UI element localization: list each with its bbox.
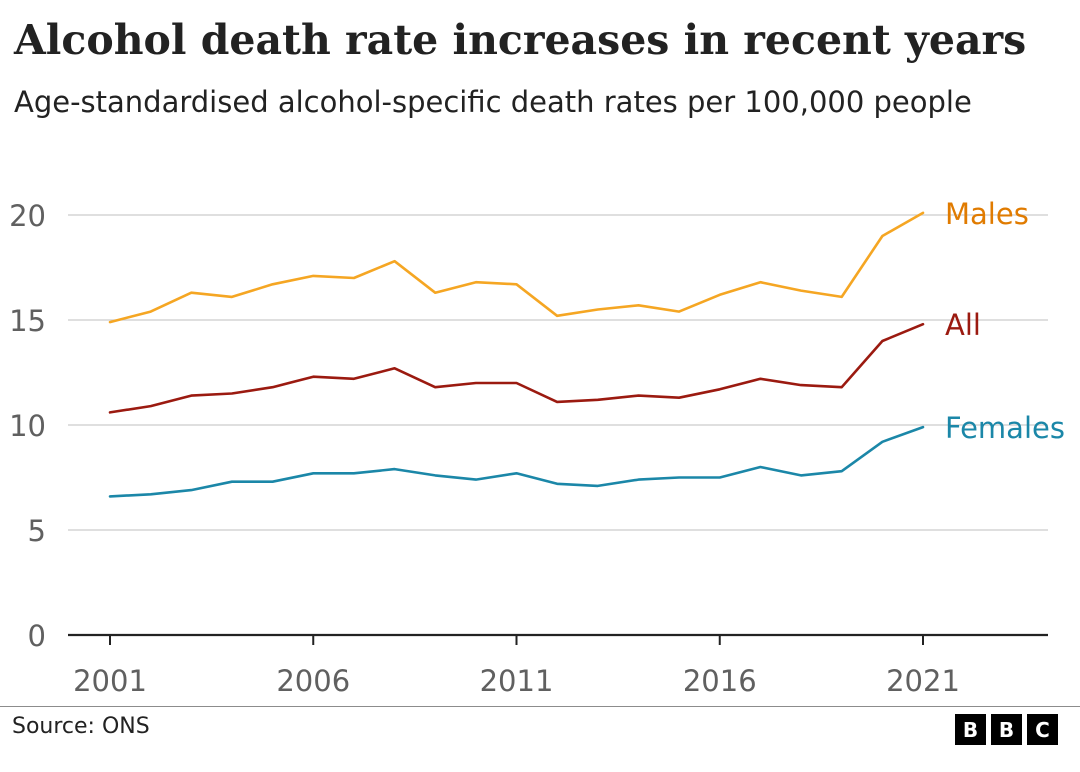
x-tick-label: 2016 (683, 664, 757, 698)
line-chart: 0 5 10 15 20 2001 2006 2011 2016 2021 Males All Fe… (9, 197, 1065, 698)
series-labels: Males All Females (945, 197, 1065, 445)
series-line-females (108, 425, 925, 498)
logo-letter: B (991, 714, 1022, 745)
gridlines (68, 214, 1048, 531)
source-note: Source: ONS (12, 714, 150, 739)
x-tick-label: 2021 (886, 664, 960, 698)
x-tick-label: 2006 (276, 664, 350, 698)
logo-letter: C (1027, 714, 1058, 745)
bbc-logo: B B C (955, 714, 1058, 745)
logo-letter: B (955, 714, 986, 745)
y-axis-tick-labels: 0 5 10 15 20 (9, 199, 46, 653)
y-tick-label: 15 (9, 304, 46, 338)
y-tick-label: 20 (9, 199, 46, 233)
y-tick-label: 10 (9, 409, 46, 443)
series-label-males: Males (945, 197, 1029, 231)
x-tick-label: 2001 (73, 664, 147, 698)
series-label-all: All (945, 308, 981, 342)
x-tick-label: 2011 (480, 664, 554, 698)
y-tick-label: 0 (28, 619, 46, 653)
footer-divider (0, 706, 1080, 707)
y-tick-label: 5 (28, 514, 46, 548)
series-line-males (108, 211, 925, 324)
series-label-females: Females (945, 411, 1065, 445)
series-line-all (108, 322, 925, 414)
chart-title: Alcohol death rate increases in recent y… (14, 16, 1027, 64)
x-axis: 2001 2006 2011 2016 2021 (68, 633, 1048, 698)
series-lines (108, 211, 925, 498)
chart-subtitle: Age-standardised alcohol-specific death … (14, 85, 972, 119)
